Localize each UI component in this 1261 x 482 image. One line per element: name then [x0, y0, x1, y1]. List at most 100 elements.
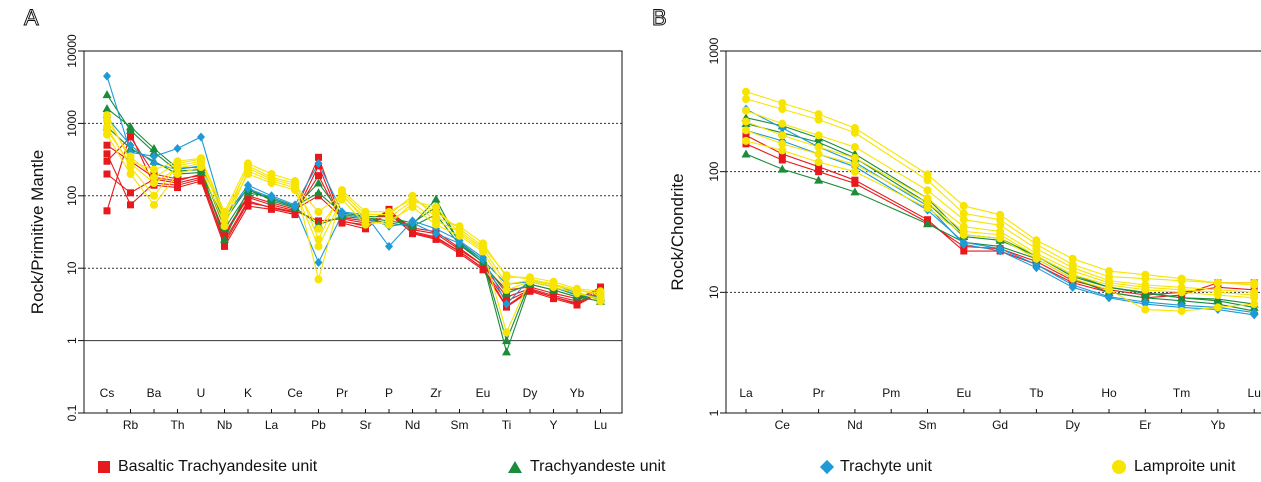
data-point — [314, 242, 323, 251]
data-point — [126, 152, 135, 161]
series-line — [106, 120, 601, 302]
legend-item-lamproite: Lamproite unit — [1112, 456, 1235, 478]
data-point — [432, 229, 440, 239]
data-point — [960, 247, 968, 255]
data-point — [1141, 305, 1150, 314]
data-point — [314, 257, 323, 267]
circle-marker-icon — [1112, 460, 1126, 474]
x-tick-label: Yb — [570, 386, 585, 400]
data-point — [338, 210, 346, 220]
data-point — [103, 116, 111, 125]
x-tick-label: Ti — [502, 418, 512, 432]
data-point — [315, 153, 322, 161]
data-point — [102, 90, 112, 99]
legend-label: Trachyandeste unit — [530, 458, 666, 475]
data-point — [526, 277, 534, 286]
panel-b-letter: B — [652, 5, 667, 30]
data-point — [479, 255, 487, 265]
series-line — [106, 108, 601, 343]
y-tick-label: 1 — [707, 409, 721, 416]
data-point — [742, 106, 750, 115]
data-point — [815, 163, 823, 171]
data-point — [455, 231, 464, 240]
data-point — [814, 150, 823, 159]
data-point — [1177, 276, 1186, 285]
data-point — [502, 273, 511, 282]
data-point — [150, 200, 158, 209]
series-line — [745, 91, 1255, 284]
series-line — [745, 143, 1255, 296]
data-point — [244, 164, 252, 173]
x-tick-label: Pb — [311, 418, 326, 432]
panel-a-grid — [84, 122, 622, 342]
data-point — [314, 224, 323, 233]
data-point — [314, 178, 323, 187]
data-point — [314, 275, 323, 284]
y-tick-label: 1000 — [65, 110, 79, 137]
series-line — [106, 153, 601, 304]
data-point — [173, 144, 182, 154]
data-point — [502, 336, 511, 345]
data-point — [291, 202, 299, 212]
data-point — [1177, 288, 1186, 297]
panel-b: B Rock/Chondrite 1 10 100 1000 La Ce Pr Nd Pm Sm… — [652, 5, 1261, 432]
data-point — [244, 184, 252, 194]
data-point — [1213, 291, 1222, 300]
y-tick-label: 100 — [707, 161, 721, 181]
y-tick-label: 1000 — [707, 37, 721, 64]
series-line — [106, 134, 601, 334]
data-point — [502, 347, 511, 356]
panel-b-grid — [726, 171, 1261, 293]
data-point — [502, 280, 511, 289]
x-tick-label: Th — [170, 418, 184, 432]
data-point — [150, 191, 158, 200]
series-line — [745, 134, 1255, 299]
data-point — [502, 285, 511, 294]
data-point — [1250, 300, 1259, 309]
data-point — [996, 244, 1005, 254]
data-point — [267, 179, 276, 188]
data-point — [127, 133, 134, 141]
y-tick-label: 0.1 — [65, 404, 79, 421]
y-tick-label: 10 — [65, 261, 79, 275]
data-point — [314, 207, 323, 216]
series-line — [745, 140, 1255, 312]
data-point — [923, 203, 932, 212]
data-point — [959, 201, 968, 210]
series-line — [106, 126, 601, 292]
data-point — [502, 299, 511, 309]
data-point — [102, 104, 112, 113]
data-point — [778, 119, 787, 128]
x-tick-label: P — [385, 386, 393, 400]
data-point — [1105, 267, 1113, 276]
panel-a-letter: A — [24, 5, 39, 30]
x-tick-label: Nb — [217, 418, 233, 432]
data-point — [103, 126, 111, 135]
x-tick-label: Ce — [287, 386, 303, 400]
data-point — [959, 237, 968, 247]
data-point — [777, 164, 787, 173]
data-point — [742, 131, 750, 139]
x-tick-label: Sm — [451, 418, 469, 432]
panel-b-ylabel: Rock/Chondrite — [668, 173, 687, 290]
x-tick-label: Pr — [813, 386, 825, 400]
data-point — [742, 126, 750, 135]
series-line — [745, 129, 1255, 299]
data-point — [385, 241, 393, 251]
series-line — [106, 130, 601, 300]
data-point — [850, 143, 859, 152]
x-tick-label: Ba — [147, 386, 162, 400]
series-line — [745, 121, 1255, 296]
square-marker-icon — [98, 461, 110, 473]
data-point — [1141, 297, 1150, 307]
data-point — [408, 203, 417, 212]
data-point — [1068, 254, 1077, 263]
x-tick-label: Sr — [360, 418, 372, 432]
data-point — [174, 177, 181, 185]
data-point — [573, 289, 581, 298]
data-point — [103, 71, 111, 81]
data-point — [126, 140, 135, 150]
data-point — [197, 159, 205, 168]
data-point — [1141, 274, 1150, 283]
